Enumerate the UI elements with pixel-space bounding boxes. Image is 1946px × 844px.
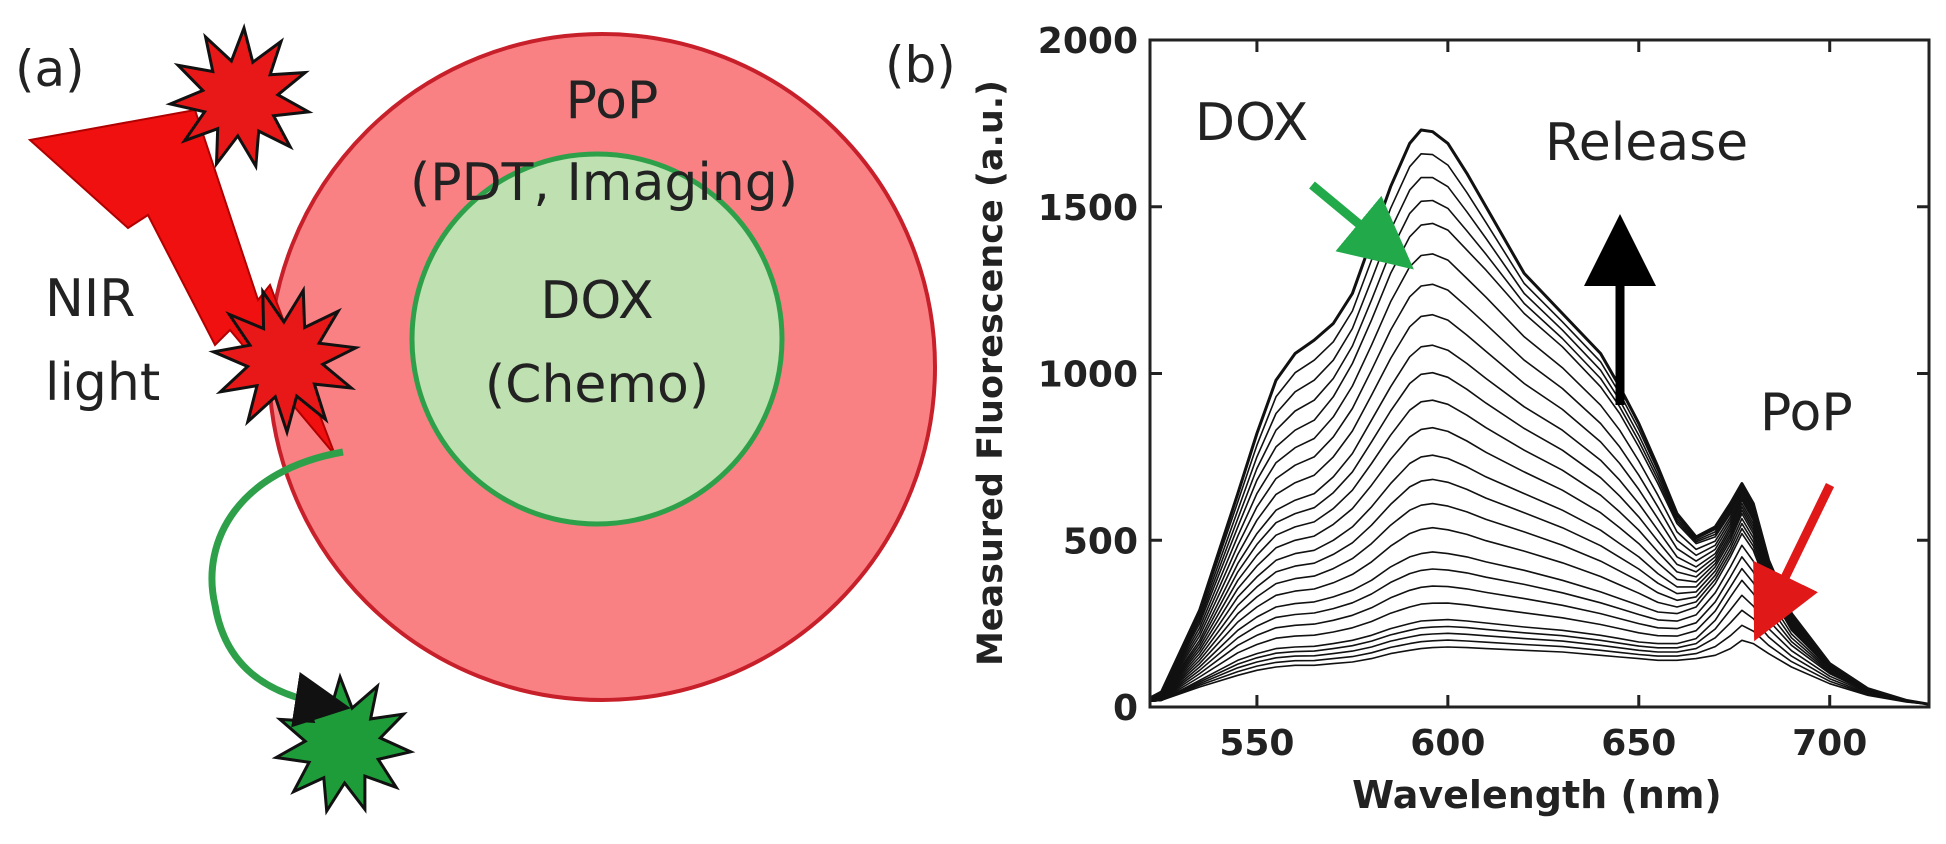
- pop-subtitle: (PDT, Imaging): [410, 153, 798, 213]
- spectrum-line: [1150, 639, 1929, 706]
- red-burst-center: [208, 285, 362, 438]
- y-tick-label: 1000: [1038, 355, 1138, 396]
- x-tick-label: 600: [1410, 723, 1485, 764]
- pop-arrow: [1753, 483, 1835, 642]
- y-tick-label: 2000: [1038, 21, 1138, 62]
- panel-b-label: (b): [885, 36, 956, 94]
- red-burst-top: [165, 23, 314, 172]
- spectrum-line: [1150, 532, 1929, 706]
- spectrum-line: [1150, 478, 1929, 706]
- spectrum-line: [1150, 556, 1929, 706]
- spectrum-line: [1150, 426, 1929, 706]
- y-tick-label: 0: [1113, 688, 1138, 729]
- spectrum-line: [1150, 526, 1929, 706]
- x-axis-label: Wavelength (nm): [1352, 773, 1722, 817]
- panel-b: (b) 550 600 650 700 0 500 1000 1500 2000 Wavele…: [885, 21, 1931, 817]
- dox-inner-circle: [409, 151, 785, 527]
- nir-label: NIR: [45, 269, 135, 329]
- y-axis-label: Measured Fluorescence (a.u.): [971, 80, 1011, 666]
- green-burst: [271, 672, 416, 816]
- spectrum-line: [1150, 128, 1929, 706]
- pop-annotation: PoP: [1760, 383, 1853, 443]
- spectrum-line: [1150, 454, 1929, 706]
- dox-annotation: DOX: [1195, 93, 1308, 153]
- y-ticks: 0 500 1000 1500 2000: [1038, 21, 1929, 729]
- x-tick-label: 550: [1219, 723, 1294, 764]
- panel-a-label: (a): [15, 40, 85, 98]
- spectrum-line: [1150, 544, 1929, 706]
- x-tick-label: 650: [1601, 723, 1676, 764]
- dox-arrow: [1309, 181, 1414, 270]
- y-tick-label: 1500: [1038, 188, 1138, 229]
- y-tick-label: 500: [1063, 521, 1138, 562]
- panel-a: (a) PoP (PDT, Imaging) DOX (Chemo) NIR l…: [15, 23, 937, 816]
- dox-subtitle: (Chemo): [485, 355, 709, 415]
- x-ticks: 550 600 650 700: [1219, 40, 1867, 764]
- spectrum-line: [1150, 371, 1929, 706]
- spectrum-line: [1150, 399, 1929, 706]
- dox-title: DOX: [540, 271, 653, 331]
- release-path-arrow: [208, 448, 351, 728]
- release-annotation: Release: [1545, 113, 1748, 173]
- spectrum-line: [1150, 567, 1929, 706]
- x-tick-label: 700: [1792, 723, 1867, 764]
- spectrum-line: [1150, 502, 1929, 706]
- light-label: light: [45, 353, 160, 413]
- pop-title: PoP: [566, 71, 659, 131]
